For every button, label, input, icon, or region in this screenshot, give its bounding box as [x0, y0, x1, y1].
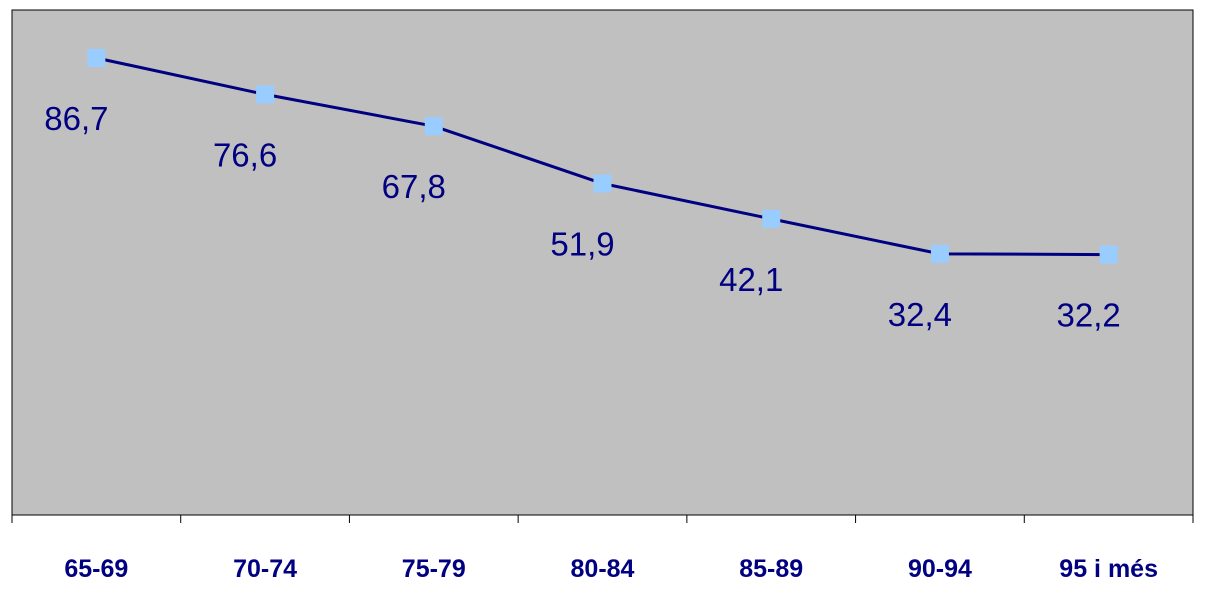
data-label: 42,1: [719, 261, 783, 298]
data-point-marker: [930, 244, 949, 263]
x-tick-label: 65-69: [64, 555, 128, 583]
x-tick-label: 95 i més: [1059, 555, 1158, 583]
plot-area: [11, 9, 1194, 516]
data-label: 51,9: [550, 226, 614, 263]
x-tick-label: 80-84: [571, 555, 635, 583]
data-point-marker: [424, 117, 443, 136]
x-tick-label: 75-79: [402, 555, 466, 583]
data-point-marker: [1099, 245, 1118, 264]
data-label: 32,4: [888, 296, 952, 333]
x-tick-labels: 65-69 70-74 75-79 80-84 85-89 90-94 95 i més: [64, 555, 1158, 583]
data-point-marker: [593, 174, 612, 193]
data-labels: 86,7 76,6 67,8 51,9 42,1 32,4 32,2: [44, 100, 1121, 334]
data-label: 86,7: [44, 100, 108, 137]
series-markers: [87, 48, 1118, 264]
data-point-marker: [87, 48, 106, 67]
data-point-marker: [762, 209, 781, 228]
data-point-marker: [256, 85, 275, 104]
x-tick-label: 85-89: [739, 555, 803, 583]
data-label: 67,8: [382, 168, 446, 205]
x-tick-label: 90-94: [908, 555, 972, 583]
data-label: 76,6: [213, 136, 277, 173]
x-axis-ticks: [11, 515, 1194, 523]
x-tick-label: 70-74: [233, 555, 297, 583]
data-label: 32,2: [1057, 297, 1121, 334]
